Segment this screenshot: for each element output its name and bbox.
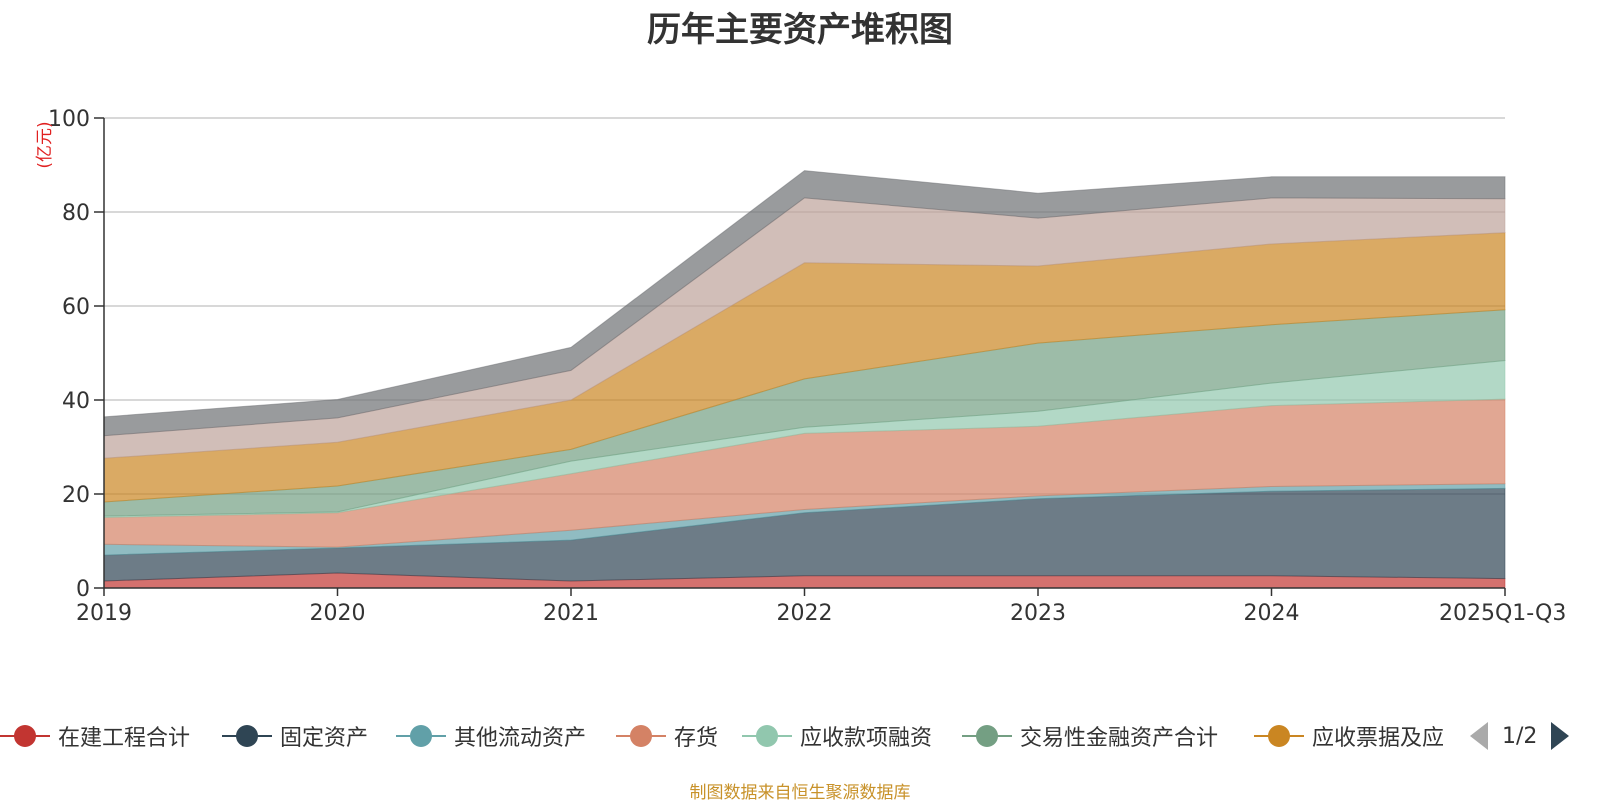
area-series-8[interactable] [103, 170, 1506, 437]
y-tick-label: 0 [76, 577, 90, 602]
x-tick-label: 2022 [777, 601, 833, 626]
legend: 在建工程合计 固定资产 其他流动资产 存货 应收款项融资 交易性金融资产合计 应收票据及应 [0, 718, 1600, 754]
legend-prev-arrow-icon[interactable] [1470, 722, 1488, 750]
legend-marker-icon [222, 718, 272, 754]
y-tick-label: 80 [62, 201, 90, 226]
area-layer [103, 170, 1506, 589]
legend-page-label: 1/2 [1502, 723, 1538, 749]
legend-marker-icon [962, 718, 1012, 754]
legend-item[interactable]: 应收票据及应 [1254, 718, 1444, 754]
x-tick-label: 2020 [310, 601, 366, 626]
legend-marker-icon [1254, 718, 1304, 754]
y-tick-label: 60 [62, 295, 90, 320]
legend-marker-icon [0, 718, 50, 754]
legend-marker-icon [742, 718, 792, 754]
y-tick-label: 20 [62, 483, 90, 508]
y-tick-label: 40 [62, 389, 90, 414]
x-tick-label: 2019 [76, 601, 132, 626]
y-axis-unit-label: (亿元) [35, 121, 55, 168]
legend-item[interactable]: 存货 [616, 718, 718, 754]
legend-item[interactable]: 在建工程合计 [0, 718, 190, 754]
legend-next-arrow-icon[interactable] [1551, 722, 1570, 750]
chart-title: 历年主要资产堆积图 [647, 10, 953, 50]
legend-label: 应收票据及应 [1312, 726, 1445, 751]
legend-item[interactable]: 交易性金融资产合计 [962, 718, 1218, 754]
legend-item[interactable]: 应收款项融资 [742, 718, 932, 754]
axis-layer: 0 20 40 60 80 100 2019 2020 2021 2022 2023 2024 2025… [48, 107, 1566, 626]
x-tick-label: 2023 [1010, 601, 1066, 626]
legend-marker-icon [396, 718, 446, 754]
legend-label: 应收款项融资 [800, 726, 933, 751]
legend-label: 交易性金融资产合计 [1020, 726, 1219, 751]
legend-item[interactable]: 固定资产 [222, 718, 368, 754]
data-source-note: 制图数据来自恒生聚源数据库 [689, 783, 911, 803]
legend-marker-icon [616, 718, 666, 754]
legend-label: 其他流动资产 [454, 726, 587, 751]
x-tick-label: 2024 [1244, 601, 1300, 626]
legend-label: 固定资产 [280, 726, 369, 751]
x-tick-label: 2025Q1-Q3 [1439, 601, 1566, 626]
legend-item[interactable]: 其他流动资产 [396, 718, 586, 754]
y-tick-label: 100 [48, 107, 90, 132]
legend-label: 存货 [674, 726, 719, 751]
legend-pager: 1/2 [1470, 718, 1570, 754]
legend-label: 在建工程合计 [58, 726, 191, 751]
x-tick-label: 2021 [543, 601, 599, 626]
